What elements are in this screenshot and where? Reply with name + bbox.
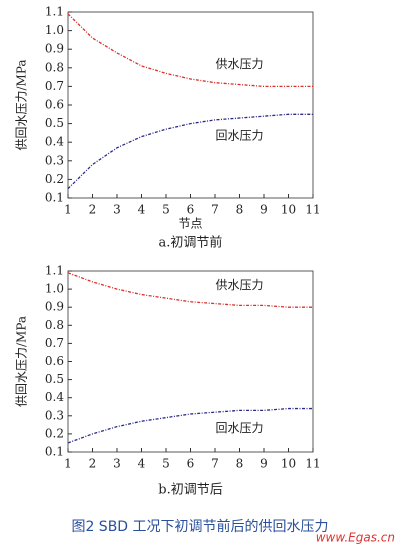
x-tick-label: 11 bbox=[305, 203, 320, 217]
x-tick-label: 1 bbox=[64, 203, 72, 217]
y-tick-label: 0.3 bbox=[45, 153, 64, 167]
y-tick-label: 0.3 bbox=[45, 408, 64, 422]
x-tick-label: 11 bbox=[305, 457, 320, 471]
y-tick-label: 0.6 bbox=[45, 98, 64, 112]
x-tick-label: 4 bbox=[138, 457, 146, 471]
y-tick-label: 0.7 bbox=[45, 336, 64, 350]
x-tick-label: 5 bbox=[162, 203, 170, 217]
chart-caption: a.初调节前 bbox=[159, 235, 223, 251]
y-tick-label: 0.8 bbox=[45, 318, 64, 332]
x-tick-label: 1 bbox=[64, 457, 72, 471]
y-tick-label: 0.5 bbox=[45, 116, 64, 130]
x-tick-label: 7 bbox=[211, 457, 219, 471]
y-tick-label: 0.4 bbox=[45, 135, 64, 149]
y-tick-label: 0.1 bbox=[45, 445, 64, 459]
figure-caption: 图2 SBD 工况下初调节前后的供回水压力 bbox=[71, 518, 328, 535]
x-tick-label: 10 bbox=[281, 457, 296, 471]
x-tick-label: 6 bbox=[187, 457, 195, 471]
y-axis-label: 供回水压力/MPa bbox=[15, 316, 29, 407]
series-line bbox=[67, 13, 313, 88]
y-tick-label: 0.7 bbox=[45, 79, 64, 93]
x-tick-label: 8 bbox=[236, 203, 244, 217]
x-tick-label: 10 bbox=[281, 203, 296, 217]
y-tick-label: 0.9 bbox=[45, 42, 64, 56]
x-tick-label: 7 bbox=[211, 203, 219, 217]
y-tick-label: 1.1 bbox=[45, 264, 64, 278]
series-label: 回水压力 bbox=[215, 421, 263, 435]
series-label: 回水压力 bbox=[215, 129, 263, 143]
x-tick-label: 9 bbox=[260, 203, 268, 217]
x-axis-label: 节点 bbox=[178, 217, 202, 231]
x-tick-label: 5 bbox=[162, 457, 170, 471]
y-tick-label: 0.9 bbox=[45, 300, 64, 314]
y-tick-label: 0.8 bbox=[45, 60, 64, 74]
y-tick-label: 0.2 bbox=[45, 172, 64, 186]
series-line bbox=[67, 272, 313, 308]
series-line bbox=[67, 113, 313, 190]
x-tick-label: 2 bbox=[89, 457, 97, 471]
x-tick-label: 6 bbox=[187, 203, 195, 217]
x-tick-label: 3 bbox=[113, 457, 121, 471]
y-tick-label: 1.0 bbox=[45, 23, 64, 37]
series-label: 供水压力 bbox=[215, 278, 263, 292]
y-tick-label: 0.1 bbox=[45, 191, 64, 205]
x-tick-label: 2 bbox=[89, 203, 97, 217]
x-tick-label: 3 bbox=[113, 203, 121, 217]
series-line bbox=[67, 407, 313, 444]
chart-caption: b.初调节后 bbox=[158, 483, 222, 498]
y-tick-label: 0.6 bbox=[45, 354, 64, 368]
y-tick-label: 1.0 bbox=[45, 282, 64, 296]
watermark: www.Egas.cn bbox=[316, 531, 395, 545]
x-tick-label: 8 bbox=[236, 457, 244, 471]
y-axis-label: 供回水压力/MPa bbox=[15, 59, 29, 150]
y-tick-label: 1.1 bbox=[45, 5, 64, 19]
y-tick-label: 0.2 bbox=[45, 426, 64, 440]
x-tick-label: 4 bbox=[138, 203, 146, 217]
y-tick-label: 0.4 bbox=[45, 390, 64, 404]
plot-frame bbox=[67, 270, 314, 453]
y-tick-label: 0.5 bbox=[45, 372, 64, 386]
x-tick-label: 9 bbox=[260, 457, 268, 471]
plot-frame bbox=[67, 11, 314, 199]
series-label: 供水压力 bbox=[215, 57, 263, 71]
